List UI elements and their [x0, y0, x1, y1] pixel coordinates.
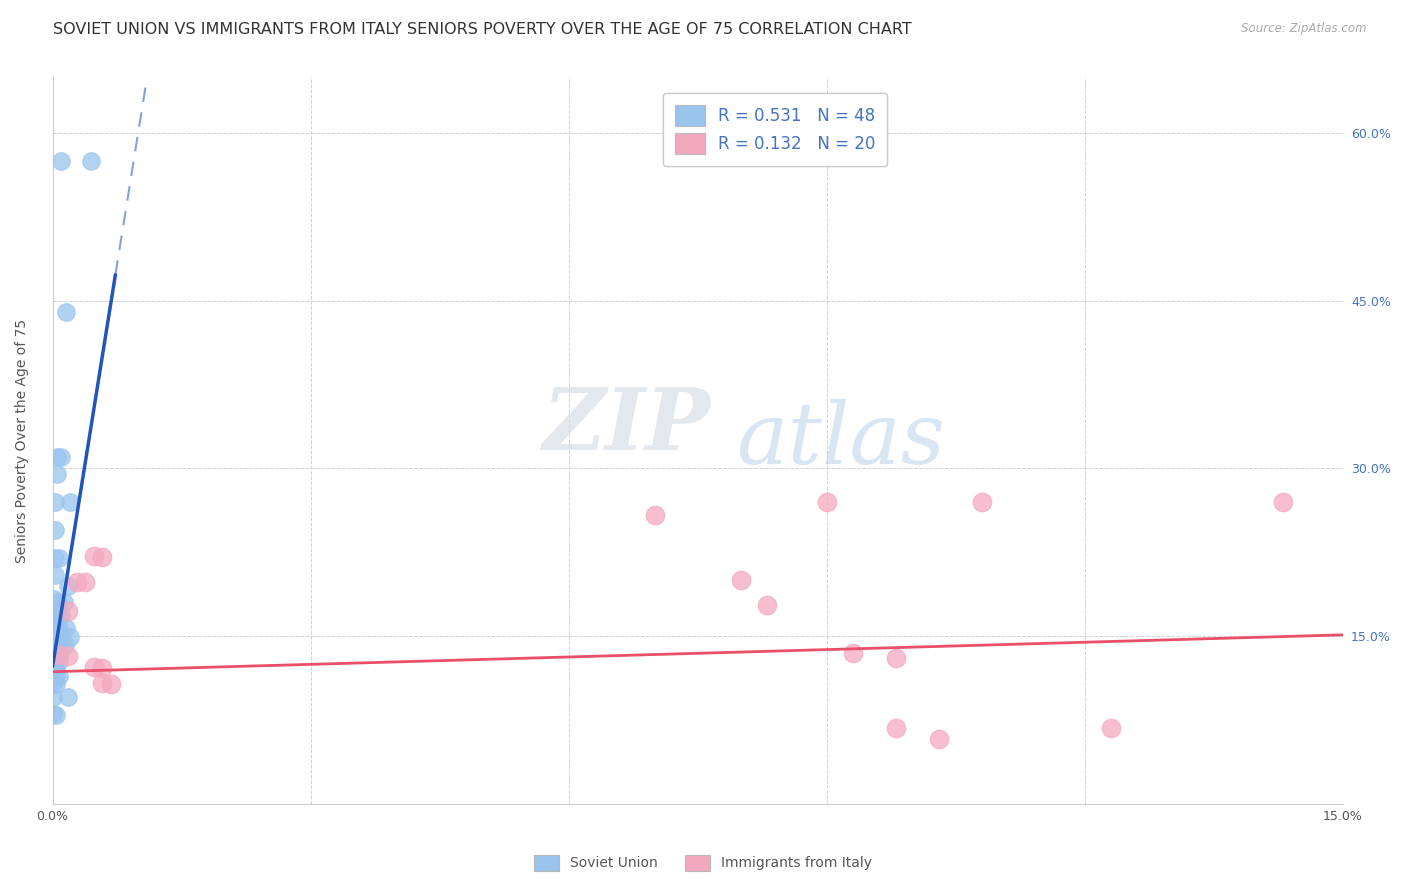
Point — [48, 550, 70, 565]
Point — [45, 661, 67, 675]
Point — [42, 652, 65, 666]
Point — [1271, 495, 1294, 509]
Point — [45, 620, 67, 634]
Point — [42, 676, 65, 690]
Point — [56, 579, 79, 593]
Point — [44, 567, 66, 582]
Point — [48, 648, 70, 662]
Point — [42, 629, 65, 643]
Point — [730, 573, 752, 587]
Point — [42, 668, 65, 682]
Point — [42, 637, 65, 651]
Point — [42, 660, 65, 674]
Point — [644, 508, 666, 523]
Point — [45, 638, 67, 652]
Point — [56, 690, 79, 705]
Point — [815, 495, 838, 509]
Point — [970, 495, 993, 509]
Point — [45, 708, 67, 723]
Point — [44, 523, 66, 537]
Point — [56, 604, 79, 618]
Point — [884, 651, 907, 665]
Point — [42, 690, 65, 705]
Point — [841, 646, 863, 660]
Text: Source: ZipAtlas.com: Source: ZipAtlas.com — [1241, 22, 1367, 36]
Point — [1099, 721, 1122, 735]
Point — [91, 661, 114, 675]
Point — [91, 676, 114, 690]
Point — [44, 550, 66, 565]
Text: SOVIET UNION VS IMMIGRANTS FROM ITALY SENIORS POVERTY OVER THE AGE OF 75 CORRELA: SOVIET UNION VS IMMIGRANTS FROM ITALY SE… — [53, 22, 912, 37]
Point — [42, 645, 65, 659]
Point — [48, 638, 70, 652]
Point — [59, 630, 82, 644]
Legend: R = 0.531   N = 48, R = 0.132   N = 20: R = 0.531 N = 48, R = 0.132 N = 20 — [664, 93, 887, 166]
Point — [83, 549, 105, 563]
Text: atlas: atlas — [737, 399, 945, 482]
Point — [44, 592, 66, 607]
Point — [51, 154, 73, 169]
Point — [928, 731, 950, 746]
Point — [884, 721, 907, 735]
Point — [83, 660, 105, 674]
Point — [45, 450, 67, 465]
Point — [100, 677, 122, 691]
Point — [45, 467, 67, 481]
Point — [44, 495, 66, 509]
Point — [48, 646, 70, 660]
Point — [91, 549, 114, 564]
Point — [48, 630, 70, 644]
Point — [46, 607, 69, 622]
Point — [55, 621, 77, 635]
Legend: Soviet Union, Immigrants from Italy: Soviet Union, Immigrants from Italy — [529, 849, 877, 876]
Point — [53, 638, 76, 652]
Point — [46, 595, 69, 609]
Point — [80, 154, 103, 169]
Point — [51, 450, 73, 465]
Point — [44, 606, 66, 620]
Point — [45, 654, 67, 668]
Point — [42, 707, 65, 722]
Point — [45, 630, 67, 644]
Point — [45, 677, 67, 691]
Point — [45, 669, 67, 683]
Point — [48, 669, 70, 683]
Point — [56, 649, 79, 664]
Point — [66, 575, 89, 590]
Y-axis label: Seniors Poverty Over the Age of 75: Seniors Poverty Over the Age of 75 — [15, 318, 30, 563]
Point — [55, 305, 77, 319]
Text: ZIP: ZIP — [543, 384, 711, 467]
Point — [48, 621, 70, 635]
Point — [59, 495, 82, 509]
Point — [48, 654, 70, 668]
Point — [755, 598, 778, 612]
Point — [75, 575, 97, 590]
Point — [42, 617, 65, 632]
Point — [52, 595, 75, 609]
Point — [51, 607, 73, 622]
Point — [45, 646, 67, 660]
